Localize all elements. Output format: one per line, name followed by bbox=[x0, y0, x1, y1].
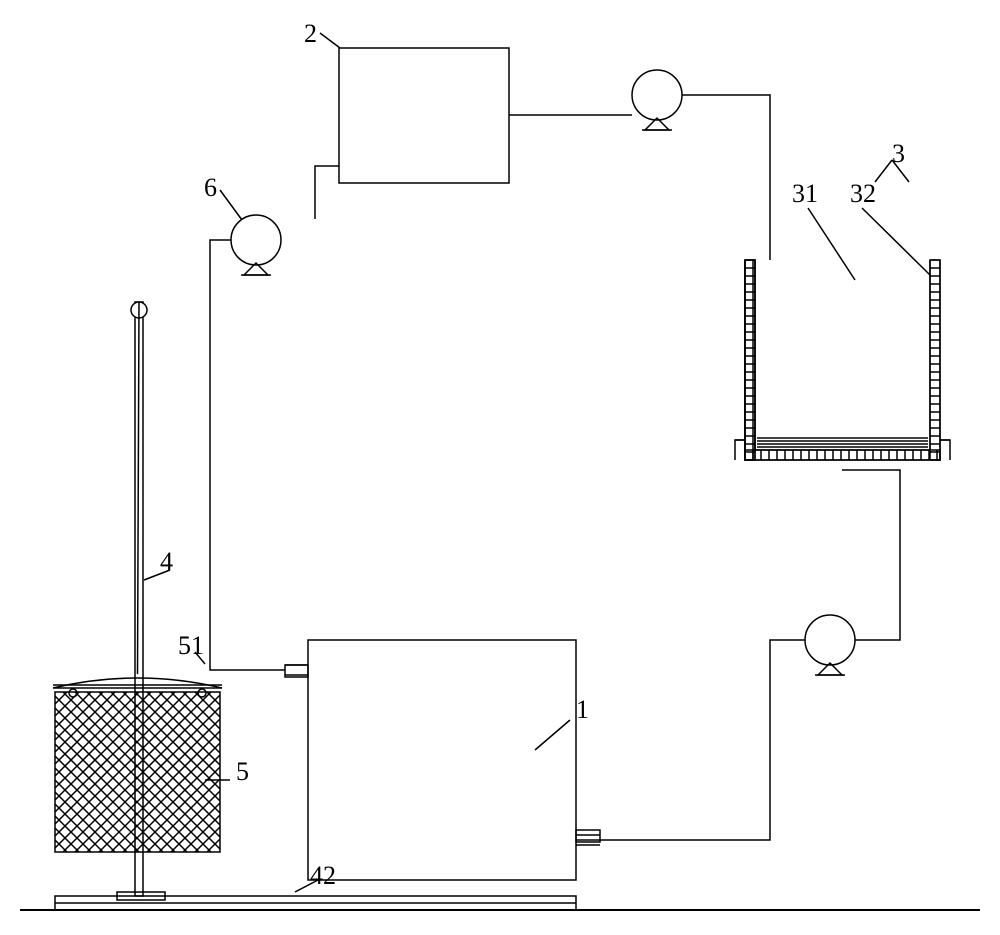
svg-text:5: 5 bbox=[236, 757, 249, 786]
svg-text:2: 2 bbox=[304, 19, 317, 48]
svg-text:31: 31 bbox=[792, 179, 818, 208]
svg-text:51: 51 bbox=[178, 631, 204, 660]
svg-text:3: 3 bbox=[892, 139, 905, 168]
svg-text:4: 4 bbox=[160, 547, 173, 576]
svg-text:32: 32 bbox=[850, 179, 876, 208]
svg-text:42: 42 bbox=[310, 861, 336, 890]
svg-text:1: 1 bbox=[576, 695, 589, 724]
svg-text:6: 6 bbox=[204, 173, 217, 202]
